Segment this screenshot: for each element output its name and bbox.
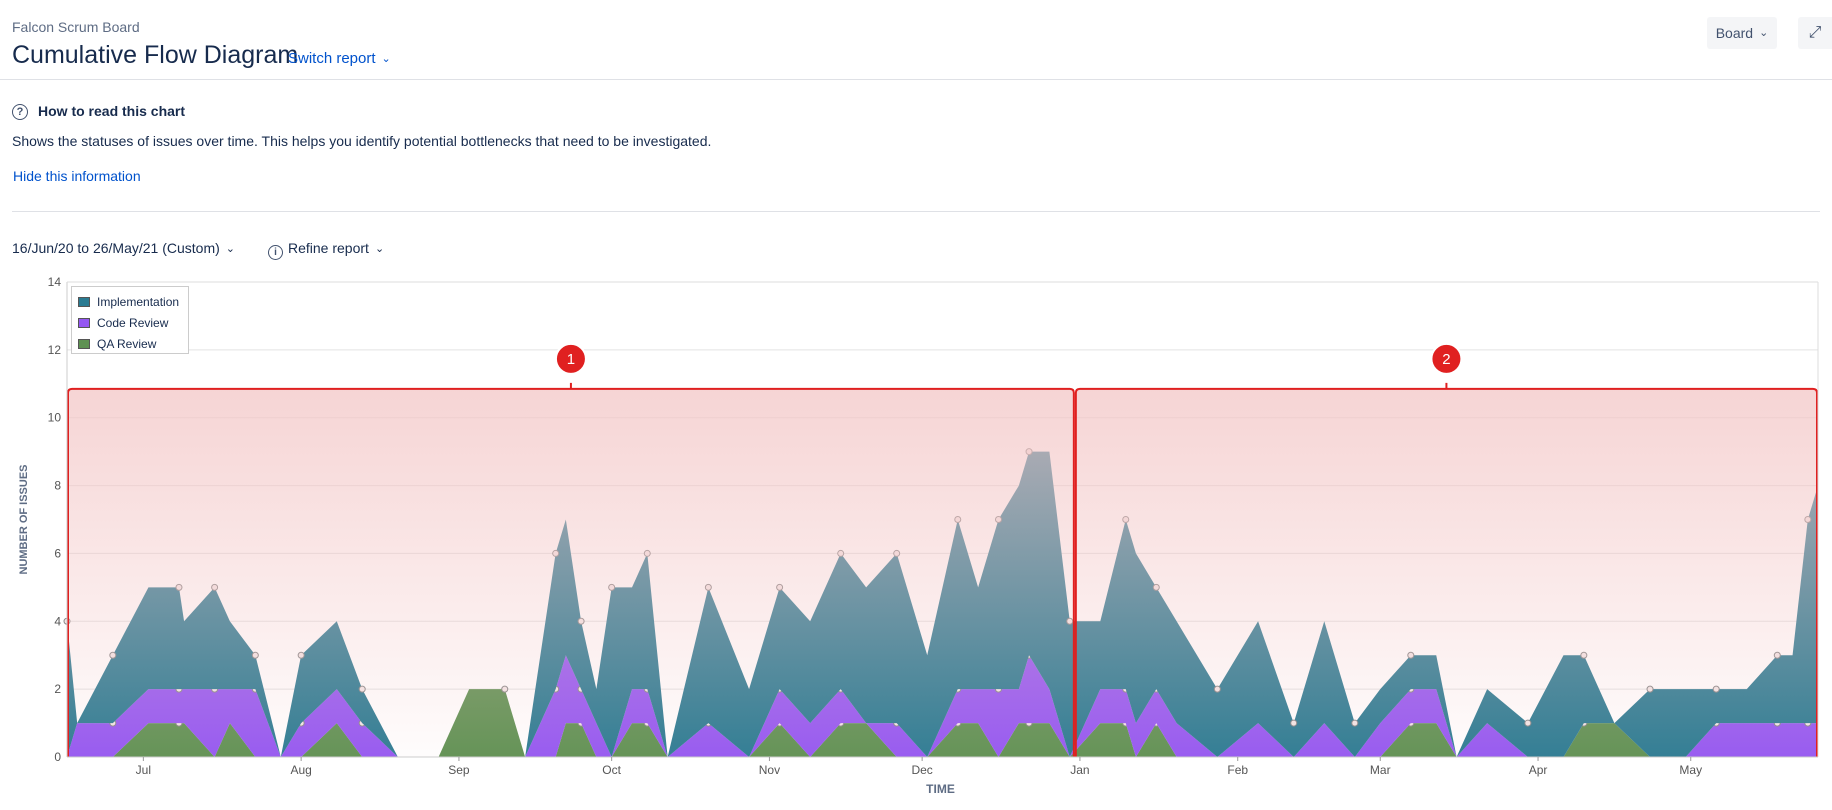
board-button-label: Board — [1715, 25, 1754, 41]
y-tick-label: 8 — [54, 479, 61, 493]
y-tick-label: 2 — [54, 682, 61, 696]
expand-icon: ⤢ — [1808, 24, 1822, 41]
page-title: Cumulative Flow Diagram — [12, 41, 299, 69]
legend-label: QA Review — [97, 337, 157, 351]
x-tick-label: Feb — [1227, 763, 1248, 777]
question-icon: ? — [12, 104, 28, 120]
x-tick-label: Jul — [136, 763, 151, 777]
x-tick-label: Sep — [448, 763, 470, 777]
legend-item-implementation[interactable]: Implementation — [78, 294, 179, 310]
hide-information-link[interactable]: Hide this information — [13, 168, 141, 184]
header-divider — [0, 79, 1832, 80]
legend-swatch-code-review — [78, 318, 90, 328]
legend-label: Code Review — [97, 316, 169, 330]
refine-report-label: Refine report — [288, 240, 369, 256]
x-tick-label: May — [1679, 763, 1702, 777]
callout-number: 2 — [1442, 351, 1450, 368]
y-tick-label: 14 — [48, 275, 62, 289]
chevron-down-icon: ⌄ — [1759, 26, 1769, 39]
x-tick-label: Mar — [1370, 763, 1391, 777]
x-tick-label: Nov — [759, 763, 780, 777]
y-tick-label: 10 — [48, 411, 62, 425]
info-icon: i — [268, 245, 283, 260]
legend-swatch-qa-review — [78, 339, 90, 349]
refine-report-dropdown[interactable]: i Refine report ⌄ — [268, 240, 384, 260]
section-divider — [12, 211, 1820, 212]
switch-report-label: Switch report — [288, 50, 376, 67]
y-tick-label: 12 — [48, 343, 62, 357]
callout-region-1 — [68, 388, 1074, 757]
help-title: How to read this chart — [38, 103, 186, 119]
x-tick-label: Dec — [911, 763, 932, 777]
callout-region-2 — [1075, 388, 1817, 757]
chart-legend: Implementation Code Review QA Review — [71, 286, 189, 354]
date-range-dropdown[interactable]: 16/Jun/20 to 26/May/21 (Custom) ⌄ — [12, 240, 235, 256]
callout-badge-1 — [554, 342, 587, 375]
x-tick-label: Apr — [1529, 763, 1548, 777]
breadcrumb[interactable]: Falcon Scrum Board — [12, 19, 140, 35]
x-axis-title: TIME — [926, 782, 955, 796]
y-tick-label: 4 — [54, 614, 61, 628]
legend-item-qa-review[interactable]: QA Review — [78, 336, 156, 352]
switch-report-button[interactable]: Switch report ⌄ — [288, 50, 391, 67]
legend-swatch-implementation — [78, 297, 90, 307]
y-tick-label: 6 — [54, 546, 61, 560]
x-tick-label: Oct — [602, 763, 621, 777]
chevron-down-icon: ⌄ — [374, 243, 385, 255]
legend-item-code-review[interactable]: Code Review — [78, 315, 168, 331]
expand-button[interactable]: ⤢ — [1798, 17, 1832, 49]
callout-number: 1 — [567, 351, 575, 368]
legend-label: Implementation — [97, 295, 180, 309]
y-tick-label: 0 — [54, 750, 61, 764]
x-tick-label: Aug — [290, 763, 311, 777]
chevron-down-icon: ⌄ — [225, 243, 235, 255]
y-axis-title: NUMBER OF ISSUES — [18, 464, 30, 574]
date-range-label: 16/Jun/20 to 26/May/21 (Custom) — [12, 240, 220, 256]
board-button[interactable]: Board ⌄ — [1707, 17, 1777, 49]
help-description: Shows the statuses of issues over time. … — [12, 133, 712, 149]
callout-badge-2 — [1430, 342, 1463, 375]
x-tick-label: Jan — [1070, 763, 1089, 777]
chevron-down-icon: ⌄ — [381, 53, 391, 65]
